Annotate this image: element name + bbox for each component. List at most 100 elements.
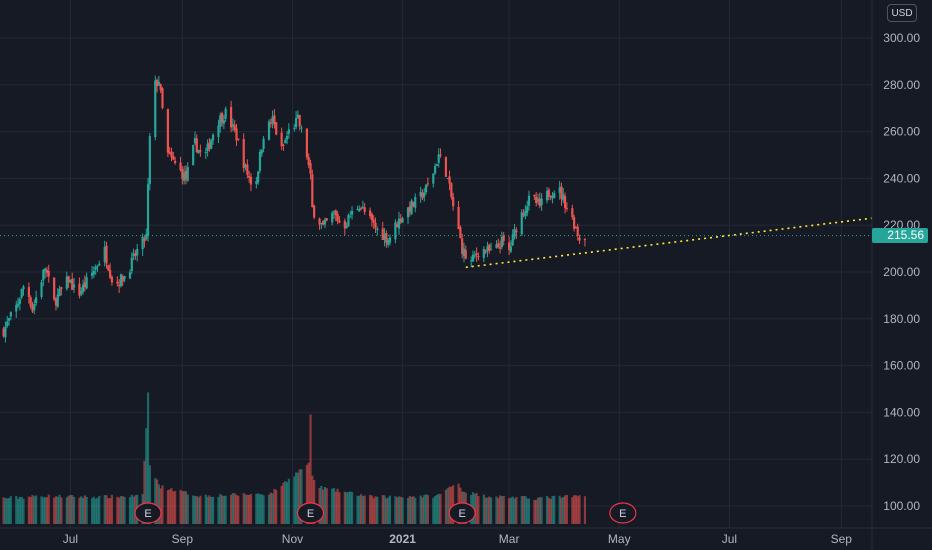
volume-bar <box>118 497 121 524</box>
volume-bar <box>508 498 511 524</box>
volume-bar <box>309 414 312 524</box>
grid-lines <box>0 0 872 528</box>
volume-bar <box>412 496 415 524</box>
volume-bar <box>229 494 233 524</box>
candle-body <box>433 166 437 174</box>
earnings-marker[interactable]: E <box>296 502 325 524</box>
candle-body <box>72 284 76 288</box>
volume-bar <box>130 494 133 524</box>
candle-body <box>56 294 59 307</box>
volume-bar <box>520 495 523 524</box>
candle-body <box>293 127 296 129</box>
candle-body <box>394 222 397 240</box>
volume-bar <box>15 495 18 524</box>
volume-bar <box>123 497 126 524</box>
earnings-marker-circle <box>609 502 637 524</box>
volume-bar <box>325 488 328 524</box>
candle-body <box>237 138 240 140</box>
candle-body <box>249 176 253 185</box>
support-trendline[interactable] <box>465 217 873 269</box>
candle-body <box>388 237 392 243</box>
x-tick-label: Sep <box>831 532 853 546</box>
volume-bar <box>155 479 159 524</box>
volume-bar <box>282 482 285 524</box>
volume-bar <box>255 493 258 524</box>
candle-body <box>20 288 23 298</box>
candle-body <box>305 128 309 158</box>
volume-bar <box>437 493 440 524</box>
candle-body <box>273 115 276 125</box>
volume-bar <box>53 497 56 524</box>
candle-body <box>565 207 568 209</box>
candle-body <box>547 189 550 197</box>
candle-body <box>121 276 124 282</box>
volume-bar <box>576 496 579 524</box>
volume-bar <box>210 497 213 524</box>
candle-body <box>284 140 287 144</box>
candle-body <box>132 253 135 257</box>
volume-bar <box>423 494 426 524</box>
volume-bar <box>47 494 50 524</box>
volume-bar <box>369 494 372 524</box>
earnings-marker[interactable]: E <box>134 502 162 524</box>
volume-bar <box>320 486 323 524</box>
volume-bar <box>331 488 334 524</box>
candle-body <box>426 183 429 185</box>
candle-body <box>258 152 262 171</box>
earnings-marker[interactable]: E <box>609 502 637 524</box>
candle-body <box>9 312 12 317</box>
candle-body <box>513 229 516 237</box>
volume-bar <box>359 494 363 524</box>
volume-bar <box>31 494 34 524</box>
earnings-marker-circle <box>296 502 325 524</box>
volume-bar <box>208 495 211 524</box>
earnings-marker-label: E <box>459 508 466 520</box>
volume-bar <box>426 495 429 524</box>
volume-bar <box>343 491 346 524</box>
candle-body <box>229 106 233 128</box>
candle-body <box>285 136 289 140</box>
candle-body <box>155 80 159 87</box>
volume-bar <box>433 495 437 524</box>
volume-bar <box>347 492 350 524</box>
y-tick-label: 120.00 <box>883 452 920 466</box>
volume-bar <box>475 492 478 524</box>
candle-body <box>482 248 485 258</box>
candle-body <box>423 192 426 197</box>
volume-bar <box>432 497 435 524</box>
volume-bar <box>161 485 164 524</box>
volume-bar <box>293 476 296 524</box>
volume-bar <box>224 495 227 524</box>
volume-bar <box>69 494 72 524</box>
candle-body <box>65 276 68 289</box>
volume-bar <box>363 495 366 524</box>
candle-body <box>146 184 150 236</box>
candle-body <box>244 164 247 167</box>
y-tick-label: 280.00 <box>883 78 920 92</box>
earnings-marker[interactable]: E <box>448 502 476 524</box>
candle-body <box>69 279 72 283</box>
candle-body <box>246 164 249 175</box>
candle-body <box>269 122 272 124</box>
volume-bar <box>540 497 543 524</box>
candle-body <box>448 176 451 184</box>
volume-bar <box>22 498 25 524</box>
candle-body <box>359 208 363 210</box>
volume-bar <box>300 469 303 524</box>
volume-bar <box>450 486 453 524</box>
candle-body <box>275 122 278 135</box>
volume-bar <box>262 495 265 524</box>
candle-body <box>571 208 574 218</box>
candle-body <box>257 171 260 183</box>
volume-bar <box>237 495 240 524</box>
y-tick-label: 300.00 <box>883 31 920 45</box>
volume-bar <box>545 495 549 524</box>
candle-body <box>322 220 325 225</box>
candle-body <box>85 277 88 289</box>
currency-badge[interactable]: USD <box>887 4 917 22</box>
candle-body <box>262 138 265 149</box>
volume-bar <box>435 494 439 524</box>
time-axis[interactable]: Jul Sep Nov 2021 Mar May Jul Sep <box>0 527 932 546</box>
